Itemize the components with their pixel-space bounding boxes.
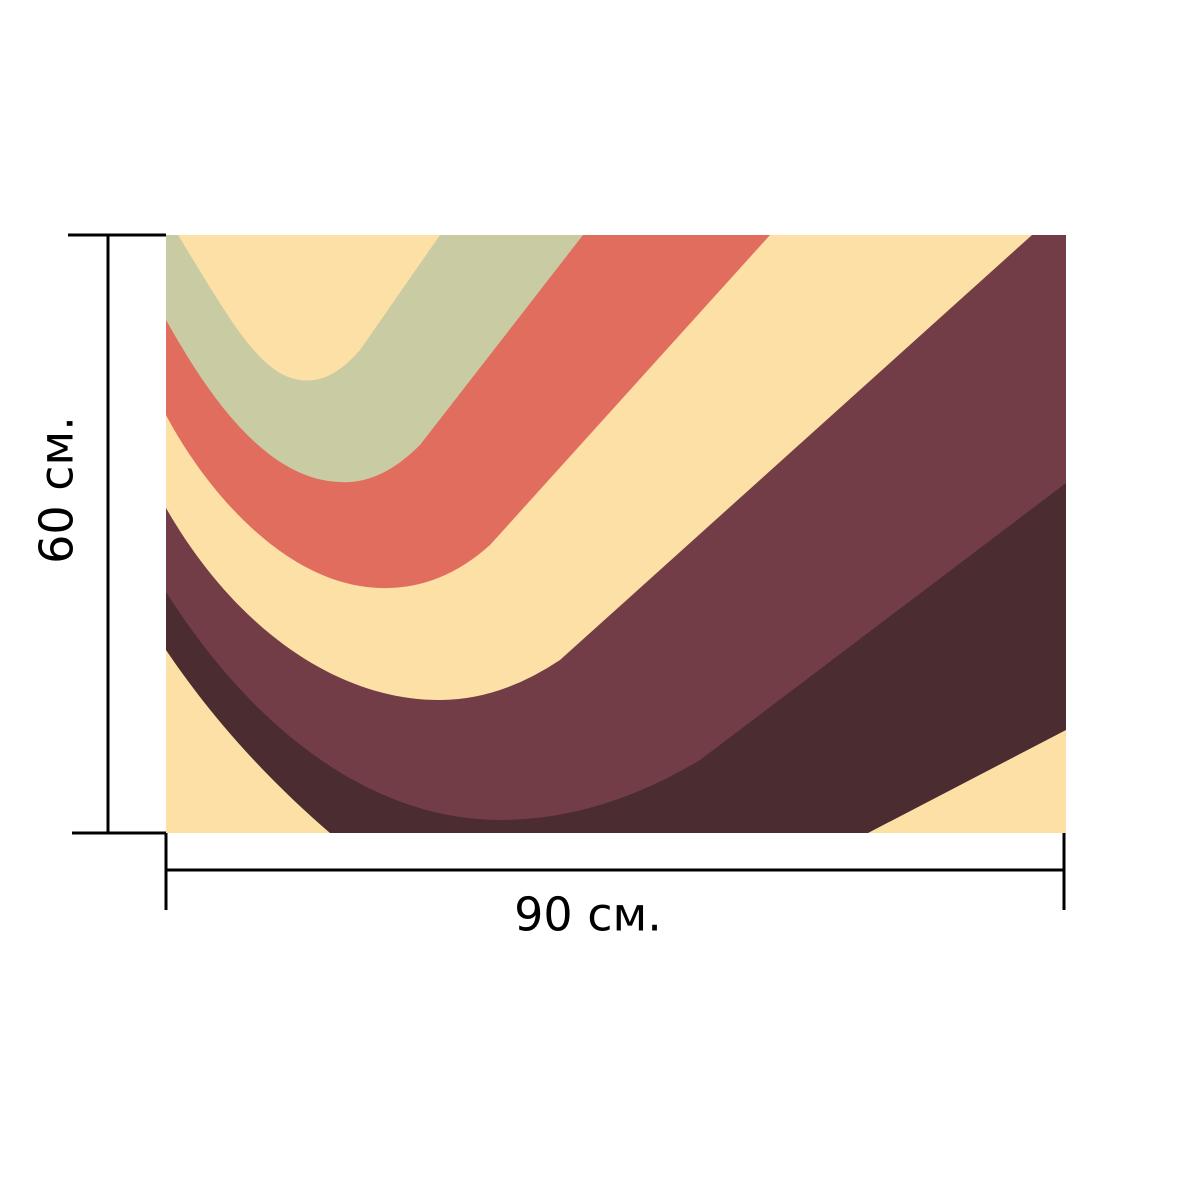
dark-band xyxy=(166,483,1066,833)
pattern xyxy=(166,235,1066,833)
height-dimension: 60 см. xyxy=(30,233,166,835)
cream-top xyxy=(178,235,440,381)
width-dimension: 90 см. xyxy=(164,833,1066,942)
cream-corner-left xyxy=(166,650,330,833)
cream-corner-right xyxy=(868,730,1066,833)
height-label: 60 см. xyxy=(30,416,84,564)
width-label: 90 см. xyxy=(514,888,662,942)
